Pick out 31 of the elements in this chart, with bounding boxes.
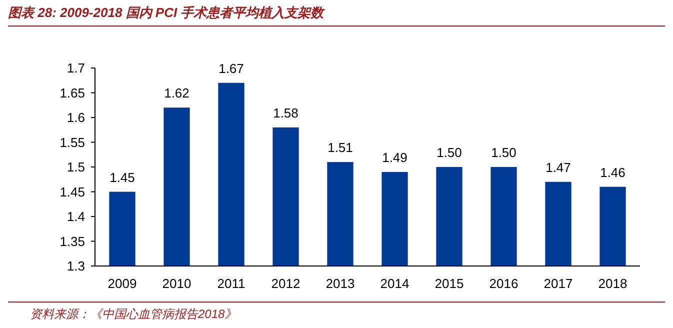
x-tick-label: 2010 xyxy=(162,276,192,291)
y-tick-label: 1.3 xyxy=(66,258,85,274)
data-label: 1.50 xyxy=(436,145,462,160)
x-tick-label: 2016 xyxy=(489,276,518,291)
data-label: 1.46 xyxy=(600,164,626,180)
y-tick-label: 1.4 xyxy=(66,209,85,224)
y-tick-label: 1.35 xyxy=(60,234,85,249)
x-tick-label: 2015 xyxy=(434,276,464,291)
x-tick-label: 2018 xyxy=(598,276,628,291)
y-tick-label: 1.7 xyxy=(66,60,85,76)
y-tick-label: 1.6 xyxy=(66,110,85,126)
x-tick-label: 2012 xyxy=(271,276,300,291)
x-tick-label: 2013 xyxy=(326,276,355,291)
y-tick-label: 1.55 xyxy=(60,134,85,150)
x-tick-label: 2017 xyxy=(544,276,573,291)
data-label: 1.51 xyxy=(328,140,353,156)
data-label: 1.58 xyxy=(273,105,298,120)
y-tick-label: 1.45 xyxy=(60,184,85,200)
data-label: 1.50 xyxy=(491,145,516,160)
data-label: 1.62 xyxy=(164,86,190,101)
data-label: 1.47 xyxy=(546,160,571,175)
y-tick-label: 1.5 xyxy=(66,160,85,175)
data-label: 1.45 xyxy=(110,170,135,185)
chart-title: 图表 28: 2009-2018 国内 PCI 手术患者平均植入支架数 xyxy=(8,5,326,20)
data-label: 1.49 xyxy=(382,150,408,165)
text: 资料来源：《中国心血管病报告2018》 xyxy=(30,307,237,321)
y-tick-label: 1.65 xyxy=(60,85,85,100)
x-tick-label: 2011 xyxy=(217,276,246,291)
data-label: 1.67 xyxy=(218,60,244,76)
x-tick-label: 2014 xyxy=(380,276,410,291)
x-tick-label: 2009 xyxy=(108,276,137,291)
